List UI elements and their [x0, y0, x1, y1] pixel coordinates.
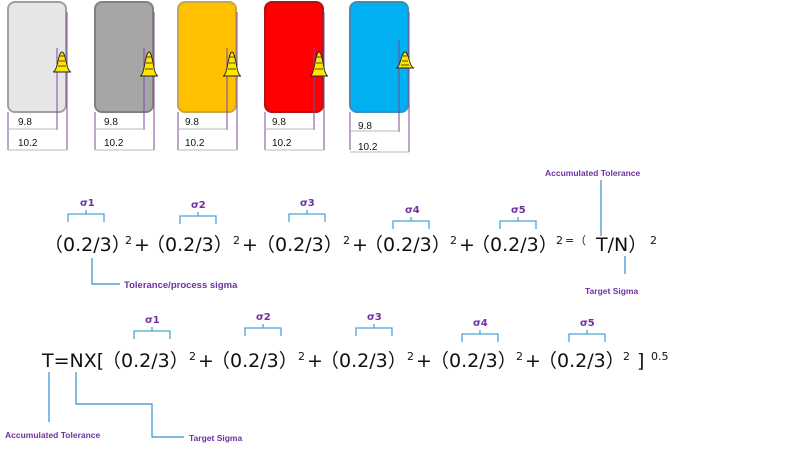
term-5: （0.2/3） [471, 234, 558, 256]
equation-2: σ1 σ2 σ3 σ4 σ5 T=NX[ （0.2/3） 2 + （0.2/3）… [5, 312, 669, 443]
equation-1: Accumulated Tolerance σ1 σ2 σ3 σ4 σ5 （0.… [44, 168, 657, 296]
plus-sign: + [198, 350, 214, 372]
equals-sign: = [565, 234, 574, 247]
rhs-term: T/N） [595, 234, 647, 256]
exponent: 2 [556, 234, 563, 247]
plus-sign: + [134, 234, 150, 256]
term-4: （0.2/3） [430, 350, 517, 372]
dim-outer-5: 10.2 [358, 142, 378, 153]
dim-outer-4: 10.2 [272, 138, 292, 149]
parts-row: 9.8 10.2 9.8 10.2 9.8 10.2 9.8 10.2 9.8 … [7, 1, 415, 153]
label-tolerance-process-sigma: Tolerance/process sigma [124, 280, 238, 291]
sigma-label-5: σ5 [580, 318, 595, 329]
sigma-bracket [392, 217, 430, 229]
bell-curve-icon [309, 51, 329, 77]
closing-bracket: ] [637, 350, 644, 372]
term-2: （0.2/3） [146, 234, 233, 256]
dim-inner-5: 9.8 [358, 121, 372, 132]
dim-inner-4: 9.8 [272, 117, 286, 128]
sigma-bracket [179, 212, 217, 224]
exponent: 2 [407, 350, 414, 363]
label-accumulated-tolerance: Accumulated Tolerance [5, 430, 101, 440]
dim-outer-1: 10.2 [18, 138, 38, 149]
plus-sign: + [307, 350, 323, 372]
sigma-bracket [288, 210, 326, 222]
sigma-label-2: σ2 [191, 200, 206, 211]
dim-outer-2: 10.2 [104, 138, 124, 149]
sigma-bracket [499, 217, 537, 229]
part-rectangle [94, 1, 154, 113]
sigma-bracket [461, 330, 499, 342]
bell-curve-icon [139, 51, 159, 77]
part-rectangle [264, 1, 324, 113]
part-rectangle [7, 1, 67, 113]
exponent: 2 [623, 350, 630, 363]
term-5: （0.2/3） [538, 350, 625, 372]
part-rectangle [177, 1, 237, 113]
rhs-open-paren: （ [575, 234, 586, 247]
plus-sign: + [352, 234, 368, 256]
sigma-bracket [133, 327, 171, 339]
part-block-4 [264, 1, 324, 113]
term-3: （0.2/3） [320, 350, 407, 372]
sigma-label-3: σ3 [300, 198, 315, 209]
sigma-label-5: σ5 [511, 205, 526, 216]
power-exponent: 0.5 [651, 350, 669, 363]
plus-sign: + [416, 350, 432, 372]
lhs: T=NX[ [41, 350, 104, 372]
sigma-label-3: σ3 [367, 312, 382, 323]
bell-curve-icon [222, 51, 242, 77]
sigma-label-4: σ4 [473, 318, 488, 329]
term-1: （0.2/3） [44, 234, 131, 256]
dim-inner-2: 9.8 [104, 117, 118, 128]
label-accumulated-tolerance: Accumulated Tolerance [545, 168, 641, 178]
dim-outer-3: 10.2 [185, 138, 205, 149]
sigma-bracket [568, 330, 606, 342]
sigma-bracket [244, 324, 282, 336]
exponent: 2 [189, 350, 196, 363]
exponent: 2 [298, 350, 305, 363]
term-4: （0.2/3） [364, 234, 451, 256]
sigma-label-2: σ2 [256, 312, 271, 323]
part-block-2 [94, 1, 154, 113]
part-block-1 [7, 1, 67, 113]
rhs-exponent: 2 [650, 234, 657, 247]
term-3: （0.2/3） [256, 234, 343, 256]
sigma-bracket [67, 210, 105, 222]
exponent: 2 [125, 234, 132, 247]
part-block-3 [177, 1, 237, 113]
label-target-sigma: Target Sigma [585, 286, 638, 296]
exponent: 2 [233, 234, 240, 247]
bell-curve-icon [52, 51, 72, 73]
sigma-label-1: σ1 [80, 198, 95, 209]
distribution-bells [52, 51, 415, 77]
term-1: （0.2/3） [102, 350, 189, 372]
sigma-label-1: σ1 [145, 315, 160, 326]
plus-sign: + [242, 234, 258, 256]
sigma-bracket [355, 324, 393, 336]
exponent: 2 [450, 234, 457, 247]
dim-inner-3: 9.8 [185, 117, 199, 128]
bell-curve-icon [395, 51, 415, 69]
label-target-sigma: Target Sigma [189, 433, 242, 443]
dimension-arrows [8, 128, 409, 153]
dim-inner-1: 9.8 [18, 117, 32, 128]
sigma-label-4: σ4 [405, 205, 420, 216]
plus-sign: + [459, 234, 475, 256]
dimension-lines [7, 12, 410, 152]
bell-hatching [58, 55, 409, 70]
exponent: 2 [516, 350, 523, 363]
plus-sign: + [525, 350, 541, 372]
term-2: （0.2/3） [211, 350, 298, 372]
exponent: 2 [343, 234, 350, 247]
